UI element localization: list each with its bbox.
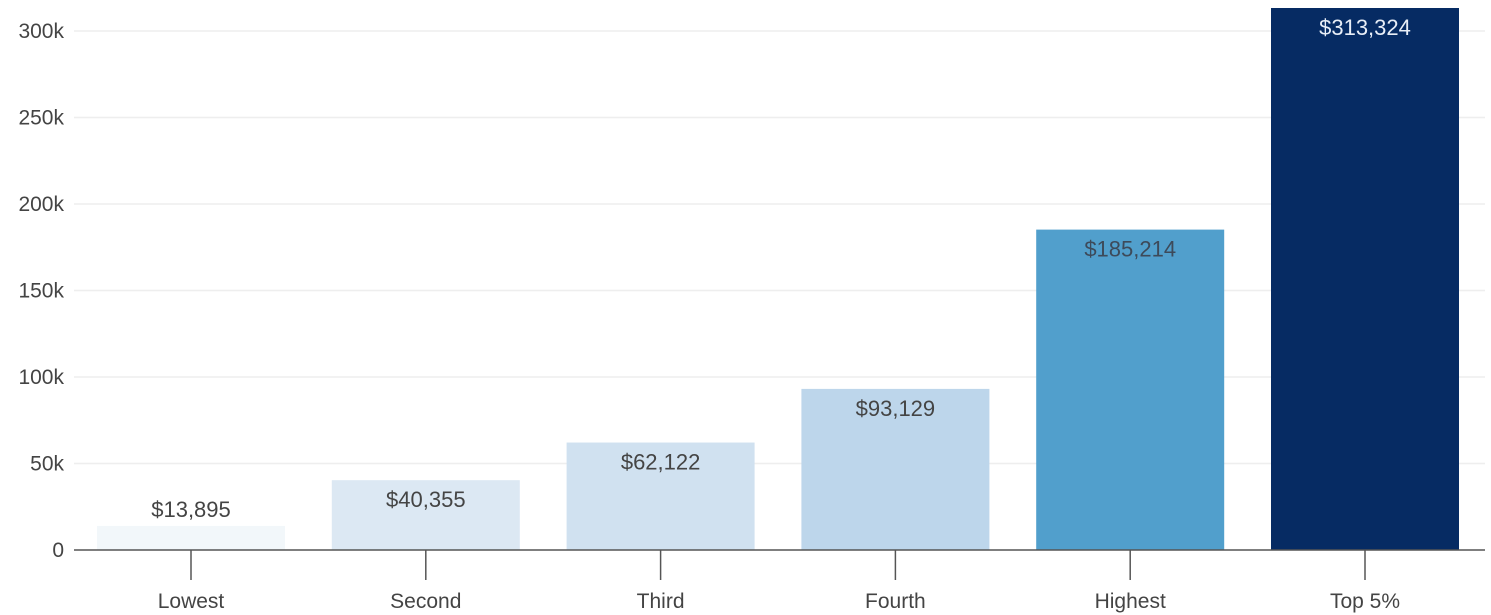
data-label: $40,355 xyxy=(386,487,466,512)
x-tick-label: Fourth xyxy=(865,590,926,613)
bar xyxy=(1271,8,1459,550)
grid-lines xyxy=(74,30,1485,465)
bar xyxy=(566,442,755,550)
y-tick-label: 150k xyxy=(18,280,64,303)
y-tick-label: 50k xyxy=(30,453,64,476)
bar xyxy=(97,525,285,550)
y-tick-label: 100k xyxy=(18,366,64,389)
x-tick-label: Third xyxy=(637,590,685,613)
bar xyxy=(1036,229,1225,550)
y-tick-label: 200k xyxy=(18,193,64,216)
bar xyxy=(331,480,520,550)
y-tick-label: 300k xyxy=(18,20,64,43)
data-label: $62,122 xyxy=(621,450,701,475)
x-tick-label: Lowest xyxy=(158,590,225,613)
y-axis: 0 50k 100k 150k 200k 250k 300k xyxy=(18,20,64,562)
bars: $13,895 $40,355 $62,122 $93,129 $185,214 $313… xyxy=(97,8,1459,550)
data-label: $13,895 xyxy=(151,497,231,522)
x-tick-label: Top 5% xyxy=(1330,590,1400,613)
x-tick-label: Second xyxy=(390,590,461,613)
bar xyxy=(801,388,990,550)
data-label: $313,324 xyxy=(1319,15,1411,40)
data-label: $185,214 xyxy=(1084,237,1176,262)
y-tick-label: 250k xyxy=(18,107,64,130)
y-tick-label: 0 xyxy=(52,539,64,562)
data-label: $93,129 xyxy=(856,396,936,421)
x-tick-label: Highest xyxy=(1095,590,1166,613)
x-axis: Lowest Second Third Fourth Highest Top 5% xyxy=(74,549,1485,613)
